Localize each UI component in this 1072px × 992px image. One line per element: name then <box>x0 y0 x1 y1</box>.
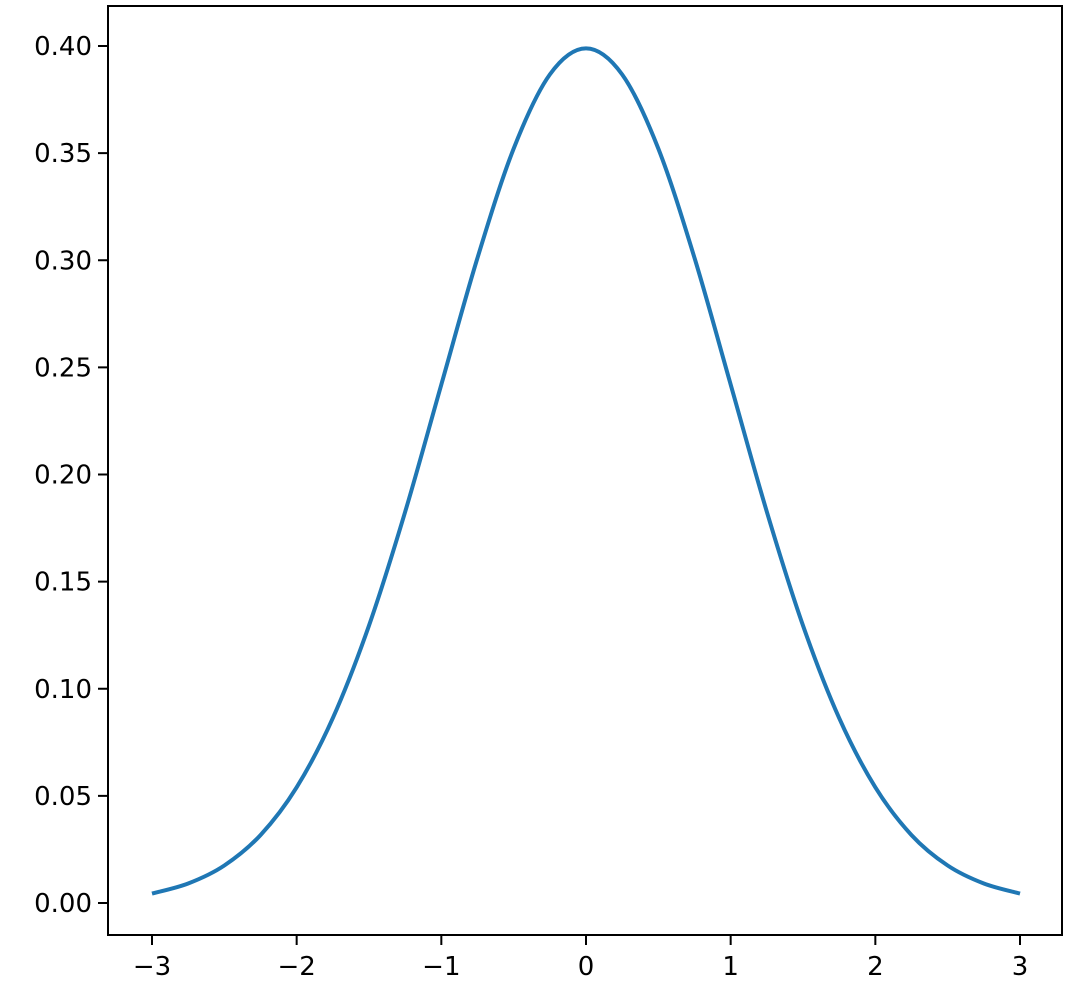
series-line <box>151 46 1021 896</box>
x-tick-label: −1 <box>422 952 460 982</box>
x-tick-label: 3 <box>1012 952 1029 982</box>
y-tick-label: 0.10 <box>34 675 92 705</box>
x-tick-label: −3 <box>133 952 171 982</box>
y-tick-label: 0.40 <box>34 32 92 62</box>
y-tick-label: 0.20 <box>34 461 92 491</box>
y-tick-label: 0.00 <box>34 889 92 919</box>
x-tick-label: 0 <box>578 952 595 982</box>
y-tick-label: 0.25 <box>34 353 92 383</box>
y-tick-label: 0.30 <box>34 246 92 276</box>
x-tick-label: 2 <box>867 952 884 982</box>
y-tick-label: 0.15 <box>34 568 92 598</box>
x-tick-label: −2 <box>277 952 315 982</box>
axes-frame <box>107 5 1063 936</box>
y-tick-label: 0.05 <box>34 782 92 812</box>
x-tick-label: 1 <box>722 952 739 982</box>
y-tick-label: 0.35 <box>34 139 92 169</box>
